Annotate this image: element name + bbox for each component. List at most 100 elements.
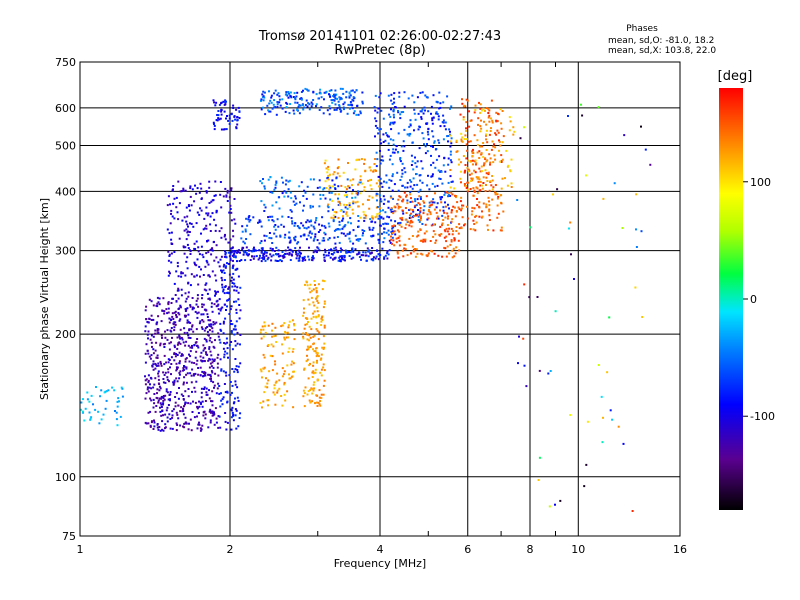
data-point (277, 225, 280, 228)
data-point (400, 175, 403, 178)
data-point (165, 390, 168, 393)
data-point (220, 255, 223, 258)
data-point (198, 405, 201, 408)
data-point (413, 184, 416, 187)
data-point (383, 256, 386, 259)
data-point (206, 326, 209, 328)
data-point (188, 209, 191, 212)
data-point (378, 212, 381, 215)
data-point (307, 102, 310, 105)
data-point (312, 91, 315, 94)
data-point (361, 234, 364, 237)
data-point (183, 405, 185, 408)
data-point (402, 198, 405, 201)
data-point (403, 105, 406, 108)
data-point (327, 222, 330, 225)
data-point (323, 369, 326, 372)
data-point (189, 195, 192, 198)
data-point (104, 407, 107, 410)
data-point (286, 103, 289, 105)
data-point (268, 236, 271, 239)
data-point (296, 225, 299, 227)
data-point (247, 218, 250, 221)
data-point (178, 335, 181, 338)
data-point (196, 405, 199, 408)
data-point (222, 269, 225, 272)
data-point (439, 196, 442, 199)
data-point (241, 246, 244, 249)
data-point (450, 181, 453, 183)
data-point (219, 358, 222, 361)
data-point (477, 180, 480, 183)
data-point (293, 203, 296, 206)
x-tick-label: 1 (77, 543, 84, 556)
data-point (463, 224, 465, 227)
data-point (463, 138, 466, 140)
data-point (478, 157, 481, 159)
data-point (396, 250, 399, 253)
data-point (171, 336, 173, 339)
data-point (444, 230, 447, 233)
data-point (205, 191, 208, 194)
data-point (495, 119, 498, 122)
data-point (225, 265, 227, 268)
data-point (201, 360, 204, 363)
data-point (175, 411, 178, 414)
data-point (294, 197, 297, 200)
data-point (365, 254, 368, 257)
data-point (180, 336, 183, 339)
data-point (484, 169, 487, 172)
data-point (174, 401, 177, 404)
data-point (293, 324, 296, 327)
data-point (344, 259, 346, 262)
data-point (500, 127, 503, 130)
data-point (430, 105, 433, 108)
data-point (490, 99, 493, 102)
data-point (464, 223, 467, 226)
data-point (460, 132, 463, 135)
data-point (158, 297, 161, 300)
data-point (222, 320, 225, 323)
data-point (178, 387, 180, 389)
data-point (433, 201, 436, 204)
data-point (179, 306, 182, 309)
data-point (265, 377, 267, 380)
data-point (216, 114, 219, 116)
data-point (354, 168, 357, 171)
data-point (381, 247, 384, 250)
data-point (413, 129, 415, 132)
data-point (328, 225, 331, 228)
data-point (425, 122, 428, 125)
data-point (94, 408, 97, 411)
data-point (462, 155, 465, 157)
data-point (329, 107, 332, 110)
data-point (202, 303, 205, 306)
data-point (163, 374, 166, 376)
data-point (338, 204, 341, 207)
data-point (317, 301, 320, 304)
data-point (211, 199, 214, 202)
data-point (439, 125, 442, 128)
data-point (264, 331, 267, 334)
data-point (323, 324, 326, 327)
data-point (472, 152, 475, 155)
data-point (319, 358, 322, 361)
data-point (368, 228, 371, 231)
data-point (318, 179, 321, 182)
data-point (292, 96, 295, 98)
data-point (455, 195, 458, 197)
data-point (231, 119, 234, 122)
data-point (329, 95, 332, 98)
data-point (152, 352, 155, 355)
data-point (398, 91, 401, 94)
data-point (635, 228, 637, 231)
data-point (147, 422, 150, 425)
data-point (333, 229, 336, 232)
data-point (261, 406, 263, 409)
data-point (276, 105, 279, 108)
data-point (236, 249, 239, 252)
data-point (410, 212, 413, 215)
data-point (424, 223, 427, 226)
data-point (373, 163, 376, 165)
data-point (322, 366, 325, 369)
